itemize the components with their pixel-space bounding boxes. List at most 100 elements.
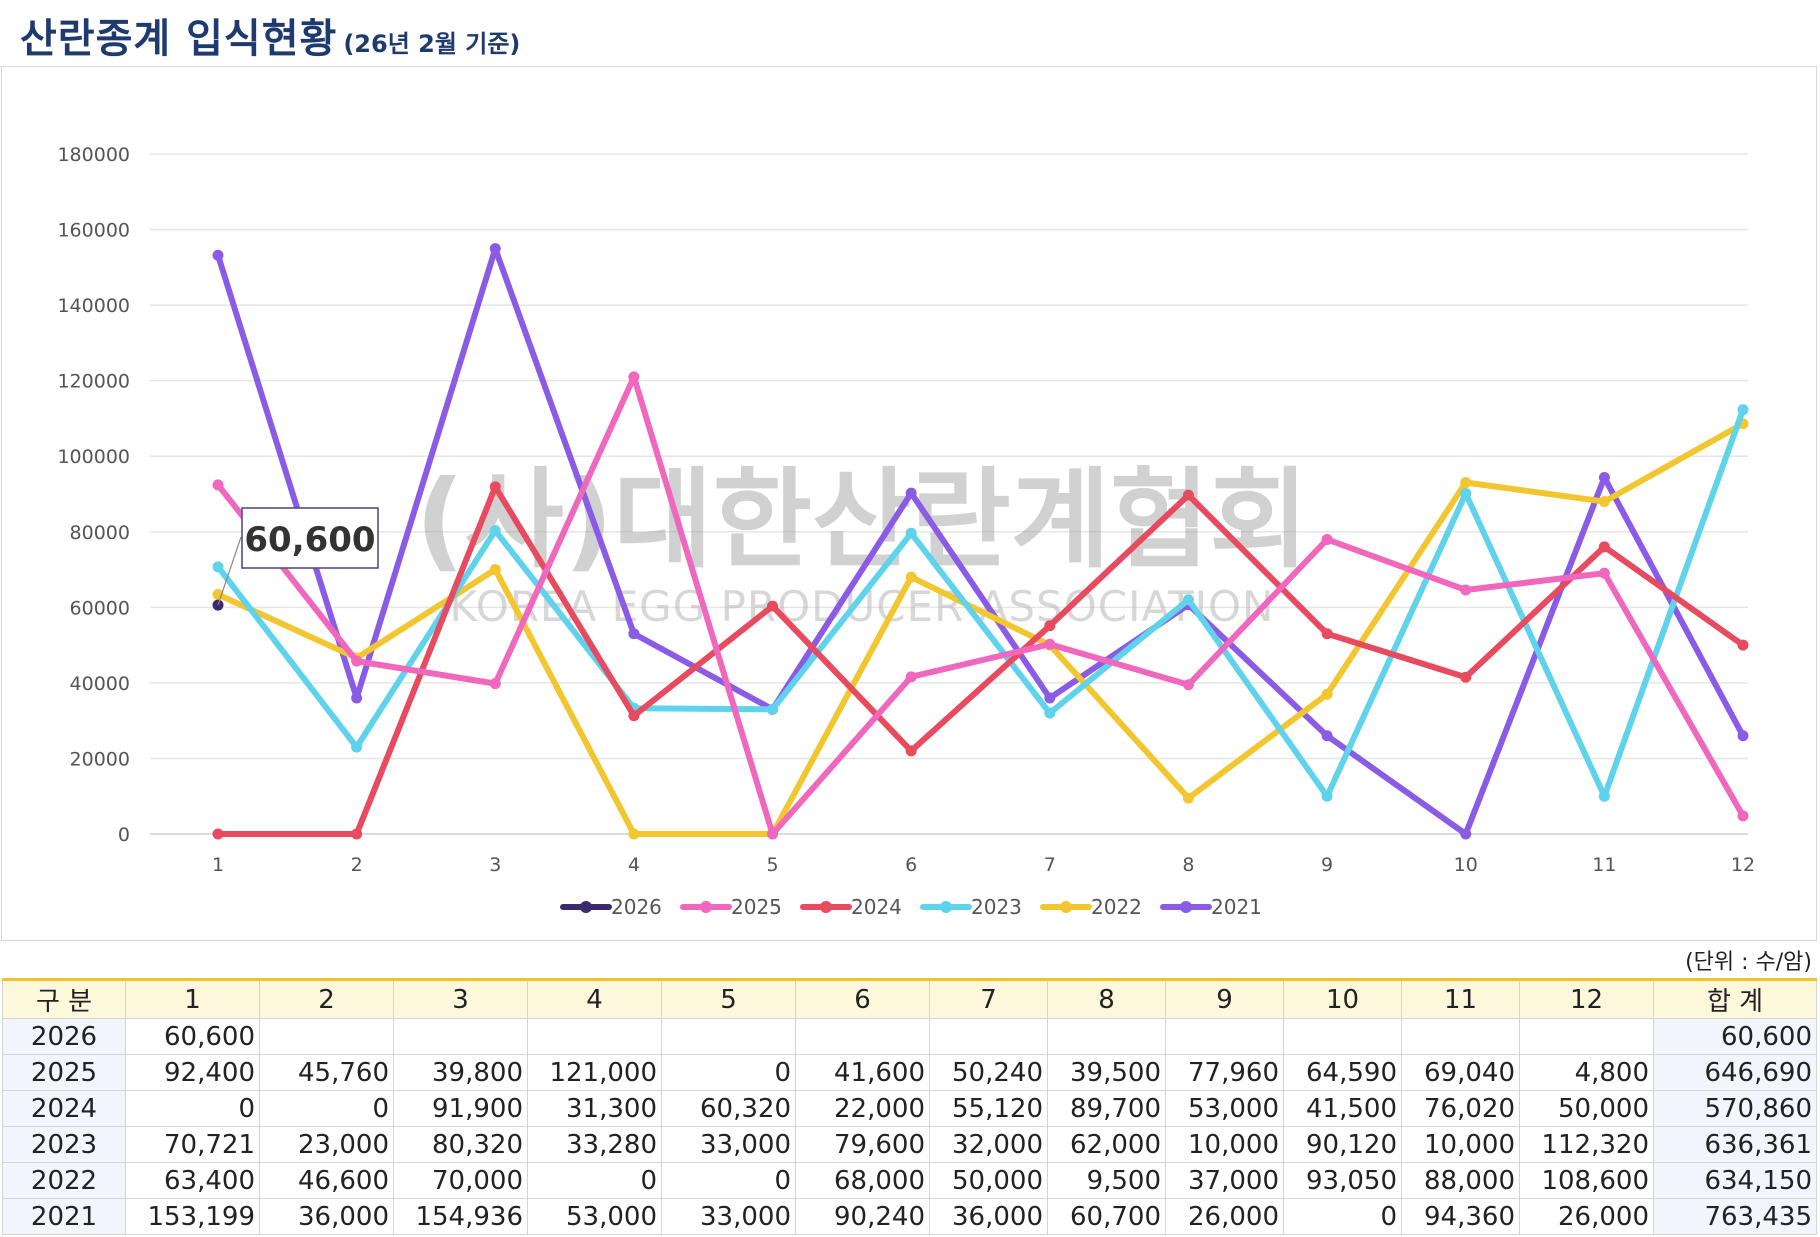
table-cell: 91,900 xyxy=(393,1090,528,1127)
series-line-2024 xyxy=(215,483,1746,837)
table-cell: 22,000 xyxy=(795,1090,930,1127)
x-tick-label: 11 xyxy=(1592,854,1616,876)
y-tick-label: 80000 xyxy=(70,522,130,544)
table-cell: 112,320 xyxy=(1519,1126,1654,1163)
table-cell: 53,000 xyxy=(527,1198,662,1235)
table-cell: 53,000 xyxy=(1165,1090,1284,1127)
data-point-2023 xyxy=(212,561,224,573)
data-point-2025 xyxy=(1044,638,1056,650)
table-header-row: 구 분 1 2 3 4 5 6 7 8 9 10 11 12 합 계 xyxy=(2,979,1817,1019)
table-cell: 33,000 xyxy=(661,1198,796,1235)
table-cell: 26,000 xyxy=(1165,1198,1284,1235)
x-tick-label: 9 xyxy=(1321,854,1333,876)
y-tick-label: 60000 xyxy=(70,597,130,619)
line-chart: 0 20000 40000 60000 80000 100000 120000 140000 1… xyxy=(57,144,1755,919)
header-category: 구 분 xyxy=(2,979,126,1019)
data-point-2024 xyxy=(1321,628,1333,640)
table-cell: 63,400 xyxy=(125,1162,260,1199)
legend-item: 2025 xyxy=(680,895,782,919)
x-tick-label: 4 xyxy=(628,854,640,876)
table-cell: 39,800 xyxy=(393,1054,528,1091)
table-cell: 77,960 xyxy=(1165,1054,1284,1091)
title-bar: 산란종계 입식현황 (26년 2월 기준) xyxy=(20,6,520,62)
callout-box xyxy=(241,507,379,569)
x-tick-label: 8 xyxy=(1182,854,1194,876)
table-cell: 10,000 xyxy=(1165,1126,1284,1163)
table-cell: 36,000 xyxy=(259,1198,394,1235)
page-title: 산란종계 입식현황 xyxy=(20,16,338,62)
data-point-2024 xyxy=(212,828,224,840)
table-cell: 4,800 xyxy=(1519,1054,1654,1091)
x-tick-label: 10 xyxy=(1454,854,1478,876)
table-cell: 0 xyxy=(661,1054,796,1091)
table-cell: 76,020 xyxy=(1401,1090,1520,1127)
data-point-2021 xyxy=(351,692,363,704)
table-cell: 0 xyxy=(1283,1198,1402,1235)
header-month: 1 xyxy=(125,979,260,1019)
row-total: 570,860 xyxy=(1653,1090,1817,1127)
table-cell: 79,600 xyxy=(795,1126,930,1163)
data-point-2022 xyxy=(628,828,640,840)
table-cell: 0 xyxy=(259,1090,394,1127)
unit-label: (단위 : 수/암) xyxy=(1685,950,1812,975)
legend-label: 2026 xyxy=(611,895,662,919)
data-point-2022 xyxy=(905,571,917,583)
table-cell: 94,360 xyxy=(1401,1198,1520,1235)
legend-label: 2025 xyxy=(731,895,782,919)
table-cell xyxy=(1165,1018,1284,1055)
table-body: 2026 60,600 60,600 2025 92,400 45,760 39,800 12… xyxy=(2,1018,1817,1235)
legend-item: 2021 xyxy=(1160,895,1262,919)
data-point-2024 xyxy=(1598,541,1610,553)
data-point-2022 xyxy=(1321,688,1333,700)
x-tick-label: 1 xyxy=(212,854,224,876)
table-row: 2022 63,400 46,600 70,000 0 0 68,000 50,000 9,50… xyxy=(2,1162,1817,1199)
row-year: 2021 xyxy=(2,1198,126,1235)
table-cell xyxy=(929,1018,1048,1055)
table-cell xyxy=(1283,1018,1402,1055)
table-cell: 60,600 xyxy=(125,1018,260,1055)
row-year: 2025 xyxy=(2,1054,126,1091)
header-month: 5 xyxy=(661,979,796,1019)
table-cell xyxy=(1047,1018,1166,1055)
data-point-2024 xyxy=(1182,489,1194,501)
table-cell: 90,240 xyxy=(795,1198,930,1235)
table-cell: 108,600 xyxy=(1519,1162,1654,1199)
x-tick-label: 2 xyxy=(351,854,363,876)
table-cell: 33,280 xyxy=(527,1126,662,1163)
table-row: 2025 92,400 45,760 39,800 121,000 0 41,600 50,2… xyxy=(2,1054,1817,1091)
chart-panel: 0 20000 40000 60000 80000 100000 120000 140000 1… xyxy=(1,66,1817,941)
y-tick-label: 160000 xyxy=(57,220,130,242)
header-month: 8 xyxy=(1047,979,1166,1019)
table-cell: 31,300 xyxy=(527,1090,662,1127)
table-cell: 153,199 xyxy=(125,1198,260,1235)
data-point-2025 xyxy=(1598,567,1610,579)
data-point-2024 xyxy=(1044,620,1056,632)
data-point-2024 xyxy=(628,710,640,722)
watermark-subtitle: KOREA EGG PRODUCER ASSOCIATION xyxy=(450,582,1275,631)
data-point-2021 xyxy=(1598,472,1610,484)
table-cell xyxy=(661,1018,796,1055)
table-cell: 90,120 xyxy=(1283,1126,1402,1163)
table-cell: 55,120 xyxy=(929,1090,1048,1127)
table-cell xyxy=(1519,1018,1654,1055)
y-tick-label: 120000 xyxy=(57,371,130,393)
table-cell: 121,000 xyxy=(527,1054,662,1091)
legend-item: 2023 xyxy=(920,895,1022,919)
row-total: 634,150 xyxy=(1653,1162,1817,1199)
data-point-2024 xyxy=(1737,639,1749,651)
legend-label: 2024 xyxy=(851,895,902,919)
data-point-2023 xyxy=(1321,790,1333,802)
data-point-2023 xyxy=(489,525,501,537)
table-cell: 36,000 xyxy=(929,1198,1048,1235)
data-point-2025 xyxy=(1182,679,1194,691)
data-point-2023 xyxy=(1460,488,1472,500)
page-subtitle: (26년 2월 기준) xyxy=(343,30,521,58)
series-line-2021 xyxy=(215,245,1746,837)
table-cell: 80,320 xyxy=(393,1126,528,1163)
table-cell: 50,000 xyxy=(929,1162,1048,1199)
x-tick-label: 6 xyxy=(905,854,917,876)
legend-label: 2021 xyxy=(1211,895,1262,919)
data-point-2024 xyxy=(1460,671,1472,683)
table-cell xyxy=(393,1018,528,1055)
legend-marker xyxy=(700,901,712,913)
